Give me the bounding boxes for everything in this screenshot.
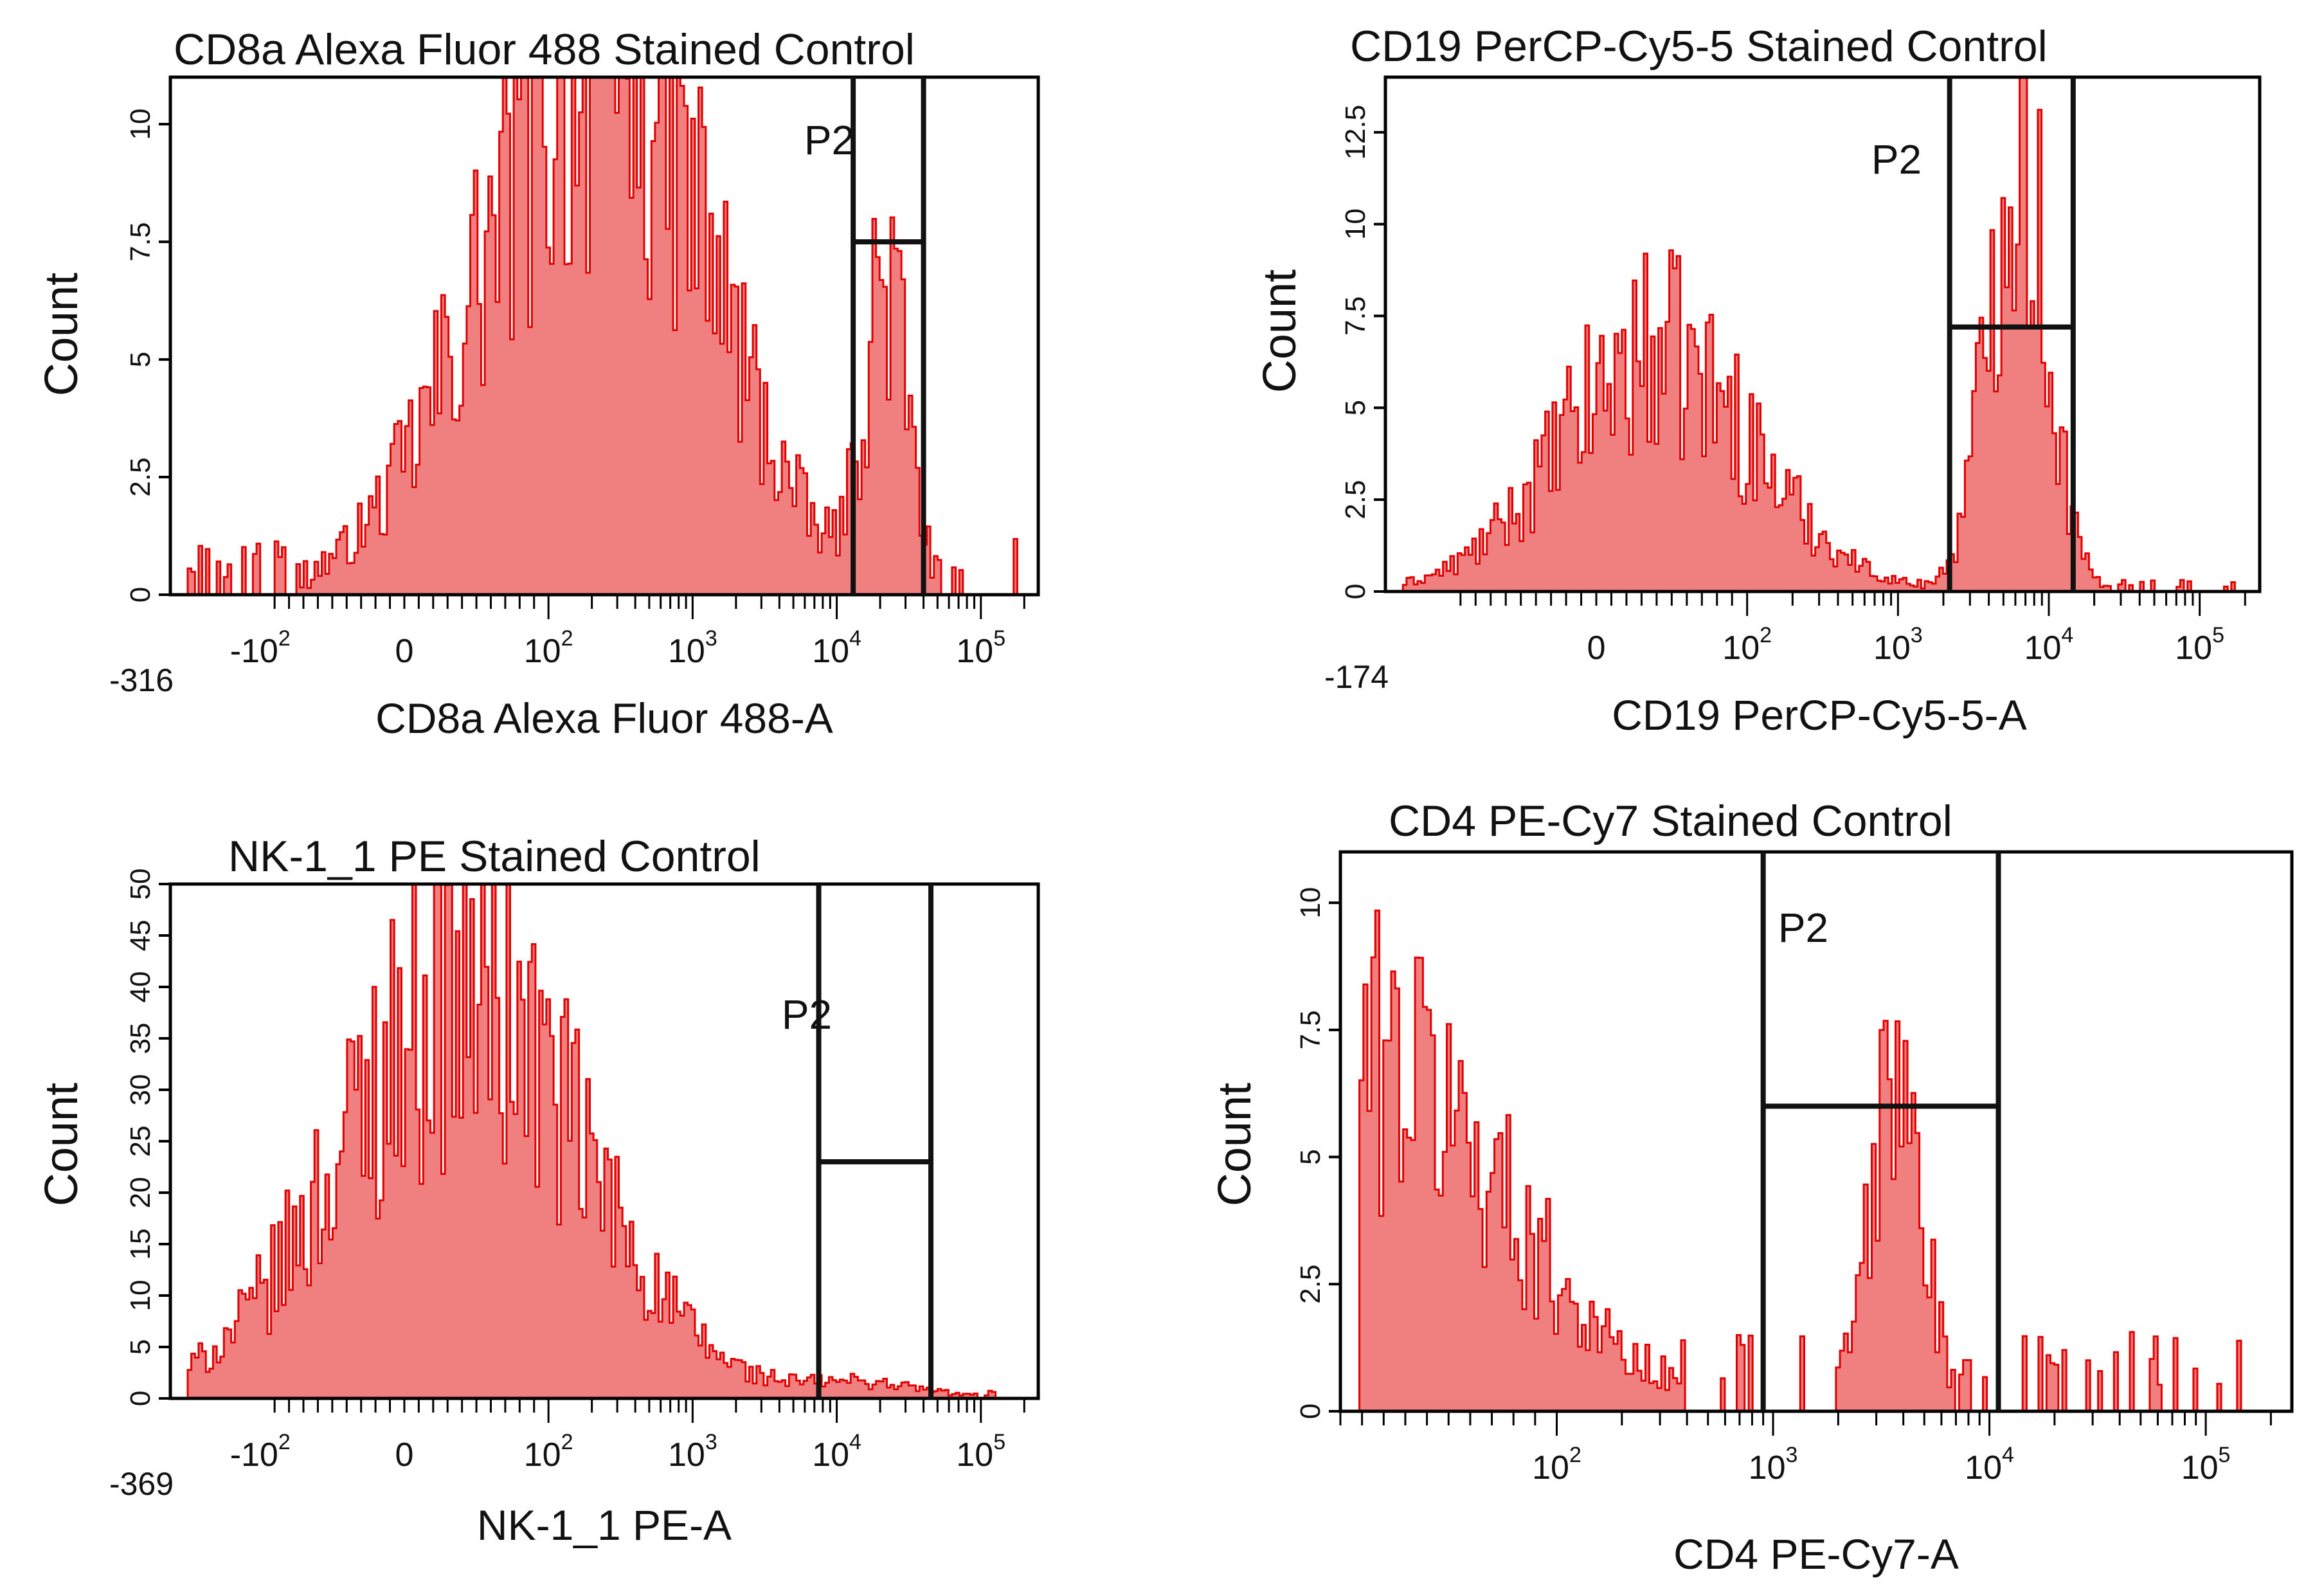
y-axis-label: Count	[36, 273, 87, 396]
panel-cd8a: CD8a Alexa Fluor 488 Stained Control CD8…	[36, 25, 1040, 742]
x-tick-label: 0	[395, 1436, 413, 1474]
gate-label: P2	[1778, 905, 1828, 951]
x-axis-min-label: -174	[1324, 659, 1389, 695]
plot-frame	[1383, 75, 2262, 593]
histogram-series	[1401, 76, 2242, 593]
y-tick-label: 10	[1340, 208, 1371, 240]
y-tick-label: 50	[125, 869, 156, 900]
x-tick-label: 105	[956, 1430, 1005, 1474]
x-tick-label: 0	[395, 633, 413, 670]
x-tick-label: -102	[230, 1430, 291, 1474]
x-tick-label: 105	[2175, 623, 2224, 667]
x-tick-label: 105	[2181, 1443, 2231, 1486]
histogram-series	[186, 76, 1021, 596]
y-tick-label: 40	[125, 971, 156, 1003]
y-tick-label: 15	[125, 1229, 156, 1260]
y-tick-label: 5	[125, 1339, 156, 1355]
x-axis-label: CD8a Alexa Fluor 488-A	[375, 694, 833, 742]
gate-label: P2	[1871, 136, 1922, 183]
x-tick-label: 104	[812, 626, 861, 670]
x-tick-label: 102	[524, 1430, 573, 1474]
y-tick-label: 2.5	[1295, 1265, 1326, 1304]
x-tick-label: 102	[1722, 623, 1772, 667]
x-axis-label: NK-1_1 PE-A	[477, 1501, 732, 1549]
y-tick-label: 25	[125, 1126, 156, 1157]
y-tick-label: 7.5	[125, 222, 156, 262]
x-axis-label: CD19 PerCP-Cy5-5-A	[1612, 691, 2027, 739]
x-tick-label: 103	[1749, 1443, 1798, 1486]
y-tick-label: 12.5	[1340, 105, 1371, 160]
x-tick-label: 103	[668, 626, 717, 670]
y-tick-label: 20	[125, 1177, 156, 1209]
y-tick-label: 10	[125, 1280, 156, 1312]
x-axis-min-label: -316	[109, 662, 174, 698]
y-axis-label: Count	[36, 1083, 87, 1206]
panel-cd4: CD4 PE-Cy7 Stained Control CD4 PE-Cy7-A …	[1209, 797, 2294, 1578]
x-tick-label: 104	[2024, 623, 2074, 667]
y-tick-label: 5	[1340, 400, 1371, 415]
y-tick-label: 7.5	[1340, 296, 1371, 336]
y-axis-label: Count	[1254, 269, 1306, 393]
x-tick-label: 104	[1965, 1443, 2014, 1486]
histogram-series	[1358, 909, 2273, 1413]
panel-cd19: CD19 PerCP-Cy5-5 Stained Control CD19 Pe…	[1254, 22, 2262, 739]
x-tick-label: -102	[230, 626, 291, 670]
y-tick-label: 5	[1295, 1149, 1326, 1164]
y-tick-label: 35	[125, 1023, 156, 1054]
x-tick-label: 103	[668, 1430, 717, 1474]
y-tick-label: 7.5	[1295, 1010, 1326, 1049]
x-tick-label: 103	[1873, 623, 1923, 667]
y-tick-label: 45	[125, 920, 156, 952]
y-tick-label: 10	[1295, 887, 1326, 919]
y-tick-label: 2.5	[1340, 480, 1371, 519]
x-tick-label: 105	[956, 626, 1005, 670]
gate-label: P2	[782, 991, 832, 1038]
x-tick-label: 104	[812, 1430, 861, 1474]
chart-title: CD19 PerCP-Cy5-5 Stained Control	[1350, 22, 2048, 71]
chart-title: NK-1_1 PE Stained Control	[228, 832, 761, 881]
y-tick-label: 0	[125, 1391, 156, 1406]
x-tick-label: 102	[1532, 1443, 1581, 1486]
chart-title: CD8a Alexa Fluor 488 Stained Control	[174, 25, 915, 74]
histogram-series	[186, 883, 1021, 1400]
y-tick-label: 2.5	[125, 457, 156, 496]
chart-title: CD4 PE-Cy7 Stained Control	[1389, 797, 1952, 845]
y-tick-label: 0	[125, 587, 156, 602]
gate-label: P2	[804, 117, 854, 163]
x-axis-label: CD4 PE-Cy7-A	[1673, 1530, 1959, 1578]
x-tick-label: 102	[524, 626, 573, 670]
plot-frame	[1338, 850, 2294, 1413]
y-tick-label: 30	[125, 1074, 156, 1106]
y-tick-label: 10	[125, 109, 156, 140]
plot-frame	[168, 75, 1040, 597]
x-axis-min-label: -369	[109, 1466, 174, 1502]
y-tick-label: 0	[1295, 1404, 1326, 1419]
y-tick-label: 5	[125, 352, 156, 367]
panel-nk11: NK-1_1 PE Stained Control NK-1_1 PE-A Co…	[36, 832, 1040, 1549]
y-tick-label: 0	[1340, 584, 1371, 599]
y-axis-label: Count	[1209, 1083, 1261, 1206]
x-tick-label: 0	[1587, 629, 1606, 667]
